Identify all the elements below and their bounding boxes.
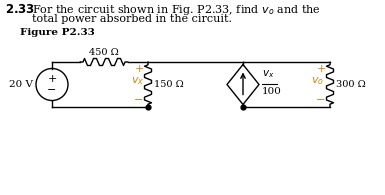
Text: $v_o$: $v_o$ — [311, 76, 323, 87]
Text: $\mathbf{2.33}$: $\mathbf{2.33}$ — [5, 3, 35, 16]
Text: $v_x$: $v_x$ — [131, 76, 145, 87]
Text: +: + — [47, 74, 57, 83]
Text: total power absorbed in the circuit.: total power absorbed in the circuit. — [32, 14, 232, 24]
Text: Figure P2.33: Figure P2.33 — [20, 28, 95, 37]
Text: −: − — [47, 85, 57, 96]
Text: $v_x$: $v_x$ — [262, 69, 275, 81]
Text: For the circuit shown in Fig. P2.33, find $v_o$ and the: For the circuit shown in Fig. P2.33, fin… — [32, 3, 321, 17]
Text: 100: 100 — [262, 87, 282, 96]
Text: 450 Ω: 450 Ω — [89, 48, 119, 57]
Text: +: + — [134, 64, 144, 74]
Text: 300 Ω: 300 Ω — [336, 80, 366, 89]
Text: −: − — [316, 95, 326, 105]
Text: +: + — [316, 64, 326, 74]
Text: 20 V: 20 V — [9, 80, 33, 89]
Text: −: − — [134, 95, 144, 105]
Text: 150 Ω: 150 Ω — [154, 80, 184, 89]
